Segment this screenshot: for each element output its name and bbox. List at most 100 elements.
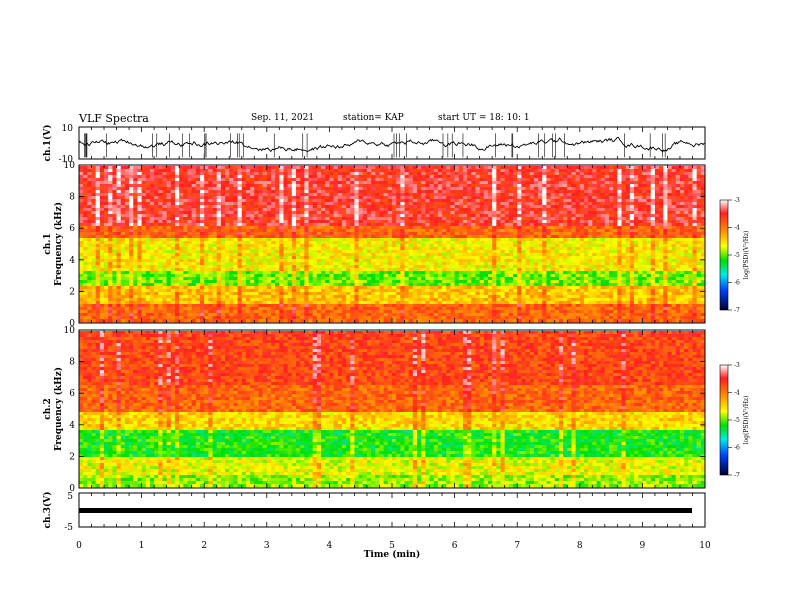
spectrogram-cell	[195, 259, 201, 263]
spectrogram-cell	[333, 172, 339, 176]
spectrogram-cell	[166, 235, 172, 239]
spectrogram-cell	[166, 175, 172, 179]
spectrogram-cell	[254, 172, 259, 176]
spectrogram-cell	[296, 244, 301, 248]
spectrogram-cell	[158, 286, 163, 290]
spectrogram-cell	[191, 265, 197, 269]
spectrogram-cell	[116, 316, 122, 320]
spectrogram-cell	[425, 286, 430, 290]
spectrogram-cell	[154, 184, 159, 188]
spectrogram-cell	[458, 211, 464, 215]
spectrogram-cell	[162, 289, 168, 293]
spectrogram-cell	[371, 232, 376, 236]
spectrogram-cell	[450, 304, 455, 308]
spectrogram-cell	[471, 196, 476, 200]
spectrogram-cell	[308, 181, 314, 185]
spectrogram-cell	[417, 310, 422, 314]
spectrogram-cell	[400, 220, 405, 224]
spectrogram-cell	[462, 253, 468, 257]
spectrogram-cell	[300, 181, 305, 185]
spectrogram-cell	[371, 319, 376, 323]
spectrogram-cell	[396, 289, 401, 293]
spectrogram-cell	[350, 298, 355, 302]
spectrogram-cell	[212, 199, 218, 203]
spectrogram-cell	[254, 283, 259, 287]
spectrogram-cell	[358, 214, 364, 218]
spectrogram-cell	[467, 262, 472, 266]
spectrogram-cell	[442, 208, 447, 212]
spectrogram-cell	[212, 181, 218, 185]
spectrogram-cell	[95, 169, 101, 173]
spectrogram-cell	[124, 226, 130, 230]
spectrogram-cell	[354, 205, 360, 209]
spectrogram-cell	[116, 262, 122, 266]
spectrogram-cell	[162, 292, 168, 296]
spectrogram-cell	[170, 313, 176, 317]
spectrogram-cell	[204, 304, 209, 308]
spectrogram-cell	[300, 184, 305, 188]
spectrogram-cell	[187, 205, 193, 209]
spectrogram-cell	[346, 220, 351, 224]
spectrogram-cell	[154, 178, 159, 182]
spectrogram-cell	[300, 175, 305, 179]
spectrogram-cell	[366, 223, 372, 227]
spectrogram-cell	[162, 319, 168, 323]
spectrogram-cell	[354, 217, 360, 221]
spectrogram-cell	[183, 277, 188, 281]
spectrogram-cell	[433, 202, 439, 206]
spectrogram-cell	[191, 199, 197, 203]
spectrogram-cell	[83, 220, 88, 224]
spectrogram-cell	[341, 244, 347, 248]
spectrogram-cell	[366, 208, 372, 212]
spectrogram-cell	[108, 244, 113, 248]
spectrogram-cell	[279, 202, 284, 206]
spectrogram-cell	[325, 283, 330, 287]
spectrogram-cell	[162, 244, 168, 248]
spectrogram-cell	[304, 274, 309, 278]
spectrogram-cell	[195, 235, 201, 239]
spectrogram-cell	[200, 262, 205, 266]
spectrogram-cell	[362, 298, 368, 302]
spectrogram-cell	[254, 241, 259, 245]
spectrogram-cell	[454, 178, 460, 182]
spectrogram-cell	[417, 229, 422, 233]
spectrogram-cell	[337, 244, 343, 248]
spectrogram-cell	[283, 310, 289, 314]
spectrogram-cell	[79, 220, 84, 224]
spectrogram-cell	[350, 196, 355, 200]
spectrogram-cell	[454, 190, 460, 194]
spectrogram-cell	[129, 223, 134, 227]
spectrogram-cell	[400, 214, 405, 218]
spectrogram-cell	[458, 190, 464, 194]
spectrogram-cell	[129, 187, 134, 191]
spectrogram-cell	[191, 319, 197, 323]
spectrogram-cell	[312, 211, 318, 215]
spectrogram-cell	[229, 193, 234, 197]
spectrogram-cell	[141, 271, 147, 275]
spectrogram-cell	[225, 250, 230, 254]
spectrogram-cell	[195, 217, 201, 221]
spectrogram-cell	[446, 253, 451, 257]
spectrogram-cell	[124, 277, 130, 281]
spectrogram-cell	[366, 313, 372, 317]
spectrogram-cell	[220, 256, 226, 260]
spectrogram-cell	[137, 295, 142, 299]
spectrogram-cell	[79, 274, 84, 278]
spectrogram-cell	[200, 265, 205, 269]
spectrogram-cell	[250, 253, 255, 257]
spectrogram-cell	[433, 208, 439, 212]
spectrogram-cell	[266, 238, 272, 242]
spectrogram-cell	[250, 277, 255, 281]
spectrogram-cell	[162, 310, 168, 314]
spectrogram-cell	[99, 295, 105, 299]
spectrogram-cell	[204, 310, 209, 314]
spectrogram-cell	[124, 292, 130, 296]
spectrogram-cell	[174, 175, 180, 179]
spectrogram-cell	[396, 271, 401, 275]
spectrogram-cell	[212, 292, 218, 296]
spectrogram-cell	[421, 274, 426, 278]
spectrogram-cell	[433, 181, 439, 185]
spectrogram-cell	[396, 229, 401, 233]
spectrogram-cell	[291, 253, 297, 257]
spectrogram-cell	[279, 181, 284, 185]
